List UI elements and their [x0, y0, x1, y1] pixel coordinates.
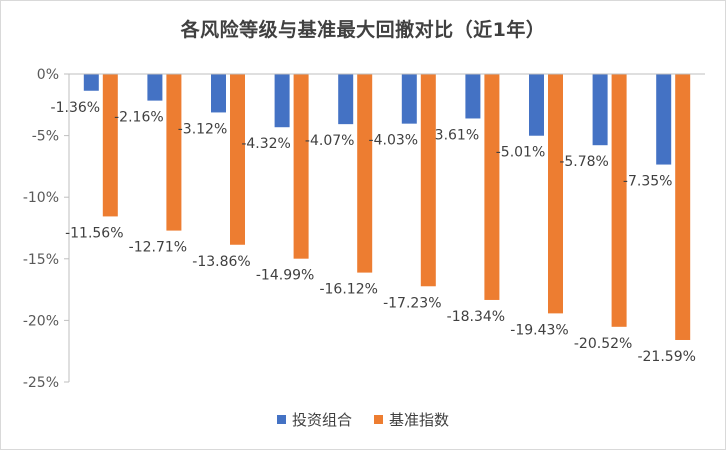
data-label-portfolio: -2.16%: [114, 110, 164, 126]
y-tick-label: -20%: [23, 313, 59, 329]
data-label-portfolio: -4.03%: [369, 133, 419, 149]
bar-portfolio: [401, 74, 417, 124]
legend-swatch-portfolio: [276, 415, 286, 424]
data-label-portfolio: -1.36%: [51, 100, 101, 116]
data-label-portfolio: -4.32%: [241, 136, 291, 152]
data-label-portfolio: -5.01%: [496, 145, 546, 161]
chart-title: 各风险等级与基准最大回撤对比（近1年）: [180, 19, 546, 41]
y-tick-label: -5%: [32, 129, 59, 145]
data-label-benchmark: -14.99%: [256, 268, 314, 284]
y-tick-label: -25%: [23, 375, 59, 391]
bar-portfolio: [529, 74, 544, 136]
bar-benchmark: [357, 74, 373, 273]
bar-benchmark: [102, 74, 118, 217]
data-label-benchmark: -21.59%: [637, 349, 695, 365]
y-tick-label: -10%: [23, 190, 59, 206]
legend-swatch-benchmark: [374, 415, 383, 424]
data-label-benchmark: -18.34%: [447, 309, 505, 325]
y-tick-label: -15%: [23, 252, 59, 268]
bar-benchmark: [420, 74, 436, 287]
data-label-portfolio: 3.61%: [435, 127, 479, 143]
bar-portfolio: [592, 74, 608, 146]
data-label-benchmark: -17.23%: [383, 295, 441, 311]
data-label-portfolio: -5.78%: [559, 154, 609, 170]
legend: 投资组合 基准指数: [1, 409, 725, 430]
bar-portfolio: [465, 74, 481, 119]
legend-label-portfolio: 投资组合: [291, 411, 352, 429]
legend-label-benchmark: 基准指数: [389, 411, 450, 429]
bar-benchmark: [548, 74, 563, 314]
data-label-benchmark: -16.12%: [319, 282, 377, 298]
bar-portfolio: [147, 74, 163, 101]
data-label-benchmark: -11.56%: [65, 225, 123, 241]
data-label-benchmark: -19.43%: [510, 322, 568, 338]
legend-item-benchmark: 基准指数: [374, 409, 449, 430]
legend-item-portfolio: 投资组合: [276, 409, 352, 430]
bar-portfolio: [274, 74, 290, 128]
bar-portfolio: [211, 74, 226, 113]
y-tick-label: 0%: [37, 67, 59, 83]
bar-benchmark: [611, 74, 627, 327]
data-label-benchmark: -13.86%: [192, 254, 250, 270]
data-label-portfolio: -4.07%: [305, 133, 355, 149]
bar-benchmark: [166, 74, 182, 231]
bar-portfolio: [83, 74, 99, 91]
data-label-portfolio: -7.35%: [623, 174, 673, 190]
bar-benchmark: [293, 74, 309, 259]
bar-benchmark: [230, 74, 245, 245]
data-label-benchmark: -20.52%: [574, 336, 632, 352]
bar-benchmark: [484, 74, 500, 300]
data-label-portfolio: -3.12%: [178, 121, 228, 137]
bar-portfolio: [338, 74, 354, 125]
bar-portfolio: [656, 74, 672, 165]
bar-benchmark: [675, 74, 691, 340]
data-label-benchmark: -12.71%: [129, 240, 187, 256]
